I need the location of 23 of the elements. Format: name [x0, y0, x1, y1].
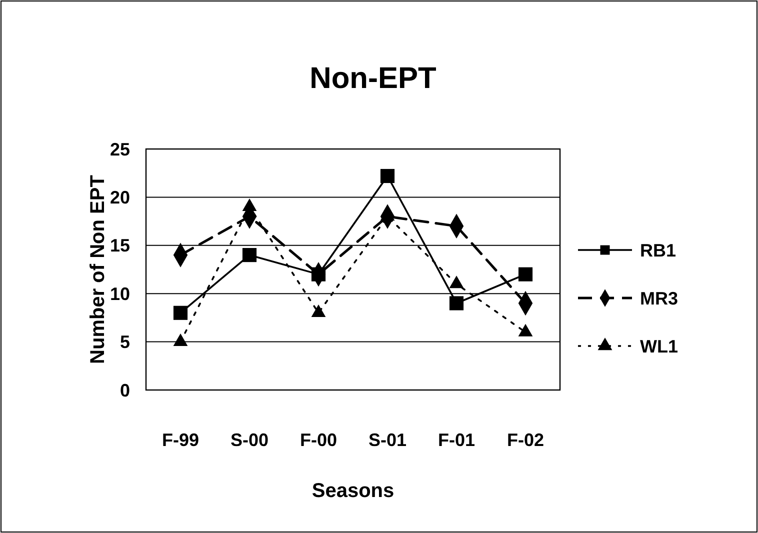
x-tick-label: F-00 [300, 430, 338, 450]
y-tick-label: 0 [120, 380, 130, 400]
legend-label: WL1 [640, 336, 678, 356]
y-tick-label: 15 [110, 236, 130, 256]
x-tick-label: S-01 [368, 430, 407, 450]
point [449, 296, 464, 310]
x-tick-label: S-00 [230, 430, 269, 450]
y-tick-label: 10 [110, 284, 130, 304]
y-tick-label: 5 [120, 332, 130, 352]
x-axis-title: Seasons [312, 480, 394, 502]
legend-label: MR3 [640, 288, 678, 308]
x-tick-label: F-99 [162, 430, 200, 450]
legend-label: RB1 [640, 240, 676, 260]
point [242, 248, 257, 262]
chart-title: Non-EPT [310, 62, 436, 95]
x-tick-label: F-02 [506, 430, 544, 450]
y-tick-label: 25 [110, 139, 130, 160]
point [380, 168, 395, 184]
y-tick-label: 20 [110, 188, 130, 208]
point [518, 267, 533, 282]
x-tick-label: F-01 [438, 430, 476, 450]
point [173, 306, 188, 320]
y-axis-title: Number of Non EPT [87, 175, 109, 364]
